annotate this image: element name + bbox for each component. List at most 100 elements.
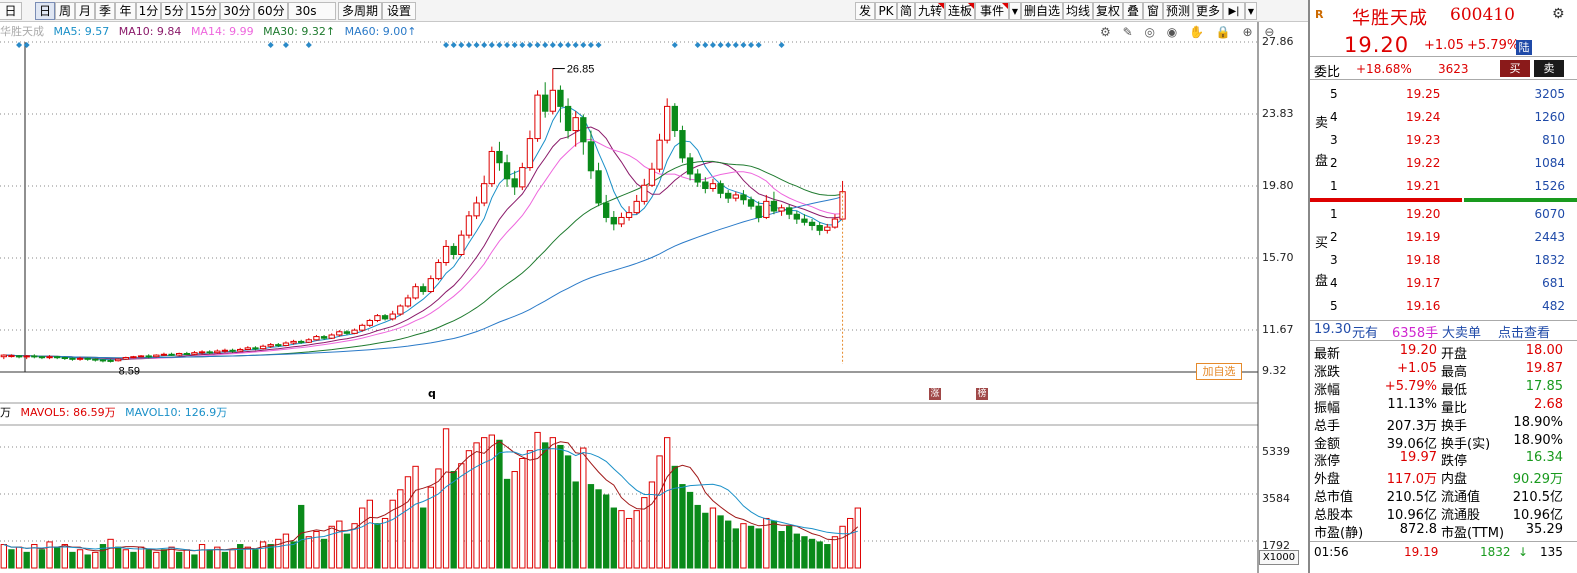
bid-row[interactable]: 3 19.18 1832 bbox=[1310, 249, 1577, 272]
volume-bar bbox=[557, 444, 564, 569]
bid-row[interactable]: 5 19.16 482 bbox=[1310, 295, 1577, 318]
limit-up-tag[interactable]: 涨 bbox=[929, 388, 941, 400]
toolbar-end-button[interactable]: ▶| bbox=[1223, 2, 1245, 20]
stat-label: 换手 bbox=[1441, 418, 1468, 434]
stat-label: 总手 bbox=[1314, 418, 1341, 434]
ask-volume: 1084 bbox=[1534, 156, 1565, 170]
toolbar-lianban-button[interactable]: 连板 bbox=[945, 2, 975, 20]
toolbar-ma-button[interactable]: 均线 bbox=[1063, 2, 1093, 20]
stat-value: 18.90% bbox=[1513, 432, 1563, 448]
stat-value: 17.85 bbox=[1525, 378, 1563, 394]
bid-level: 1 bbox=[1330, 207, 1338, 221]
toolbar-window-button[interactable]: 窗 bbox=[1143, 2, 1163, 20]
volume-bar bbox=[549, 437, 556, 569]
signal-diamond bbox=[267, 42, 274, 48]
bid-row[interactable]: 4 19.17 681 bbox=[1310, 272, 1577, 295]
period-15min-button[interactable]: 15分 bbox=[187, 2, 220, 20]
mavol10-label: MAVOL10: 126.9万 bbox=[125, 406, 228, 419]
chart-tools[interactable]: ⚙ ✎ ◎ ◉ ✋ 🔒 ⊕ ⊖ bbox=[1100, 25, 1279, 39]
signal-diamond bbox=[473, 42, 480, 48]
big-deal-price: 19.30 bbox=[1314, 322, 1352, 337]
volume-bar bbox=[137, 546, 145, 569]
ask-row[interactable]: 4 19.24 1260 bbox=[1310, 106, 1577, 129]
chevron-down-icon[interactable]: ▼ bbox=[1245, 2, 1257, 20]
sell-button[interactable]: 卖 bbox=[1534, 60, 1564, 77]
volume-bar bbox=[481, 437, 488, 569]
candle-body bbox=[168, 353, 175, 356]
signal-diamond bbox=[526, 42, 533, 48]
volume-bar bbox=[511, 471, 518, 569]
toolbar-jiuzhuan-button[interactable]: 九转 bbox=[915, 2, 945, 20]
bid-row[interactable]: 1 19.20 6070 bbox=[1310, 203, 1577, 226]
gear-icon[interactable]: ⚙ bbox=[1552, 6, 1565, 22]
toolbar-adjust-button[interactable]: 复权 bbox=[1093, 2, 1123, 20]
toolbar-more-button[interactable]: 更多 bbox=[1193, 2, 1223, 20]
candle-body bbox=[793, 213, 800, 220]
signal-diamond bbox=[534, 42, 541, 48]
big-deal-text: 大卖单 bbox=[1442, 326, 1482, 341]
candle-body bbox=[267, 344, 274, 347]
ask-row[interactable]: 1 19.21 1526 bbox=[1310, 175, 1577, 198]
period-week-button[interactable]: 周 bbox=[55, 2, 75, 20]
period-1min-button[interactable]: 1分 bbox=[136, 2, 161, 20]
candle-body bbox=[519, 167, 526, 188]
toolbar-del-fav-button[interactable]: 删自选 bbox=[1021, 2, 1063, 20]
period-month-button[interactable]: 月 bbox=[75, 2, 95, 20]
bid-volume: 2443 bbox=[1534, 230, 1565, 244]
multi-period-button[interactable]: 多周期 bbox=[338, 2, 382, 20]
candle-body bbox=[786, 207, 793, 215]
bid-row[interactable]: 2 19.19 2443 bbox=[1310, 226, 1577, 249]
volume-bar bbox=[176, 551, 183, 569]
period-30min-button[interactable]: 30分 bbox=[220, 2, 254, 20]
kline-chart[interactable]: 26.85 8.59 华胜天成 MA5: 9.57 MA10: 9.84 MA14… bbox=[0, 22, 1308, 573]
volume-scale-badge[interactable]: X1000 bbox=[1259, 550, 1299, 565]
ask-row[interactable]: 2 19.22 1084 bbox=[1310, 152, 1577, 175]
volume-bar bbox=[427, 486, 434, 569]
ask-level: 2 bbox=[1330, 156, 1338, 170]
rank-tag[interactable]: 榜 bbox=[976, 388, 988, 400]
stat-row: 金额 39.06亿 换手(实) 18.90% bbox=[1310, 432, 1577, 452]
period-5min-button[interactable]: 5分 bbox=[161, 2, 187, 20]
toolbar-pk-button[interactable]: PK bbox=[875, 2, 897, 20]
tick-time: 01:56 bbox=[1314, 545, 1349, 559]
candle-body bbox=[76, 357, 84, 360]
period-year-button[interactable]: 年 bbox=[115, 2, 136, 20]
toolbar-overlay-button[interactable]: 叠 bbox=[1123, 2, 1143, 20]
period-60min-button[interactable]: 60分 bbox=[254, 2, 288, 20]
bid-ask-divider-green bbox=[1464, 198, 1577, 202]
toolbar-event-button[interactable]: 事件 bbox=[975, 2, 1009, 20]
period-day-button[interactable]: 日 bbox=[35, 2, 55, 20]
toolbar-simple-button[interactable]: 简 bbox=[897, 2, 915, 20]
candle-body bbox=[389, 313, 396, 320]
high-label: 26.85 bbox=[567, 64, 595, 76]
volume-bar bbox=[229, 549, 236, 569]
candle-body bbox=[717, 183, 724, 194]
toolbar-menu-day[interactable]: 日 bbox=[0, 2, 22, 20]
volume-bar bbox=[778, 531, 785, 569]
stat-value: 90.29万 bbox=[1512, 472, 1563, 488]
volume-bar bbox=[107, 538, 114, 569]
ask-row[interactable]: 3 19.23 810 bbox=[1310, 129, 1577, 152]
period-30s-select[interactable]: 30s bbox=[288, 2, 336, 20]
period-quarter-button[interactable]: 季 bbox=[95, 2, 115, 20]
candle-body bbox=[198, 351, 206, 354]
candle-body bbox=[252, 347, 259, 350]
stat-value: +5.79% bbox=[1384, 378, 1437, 394]
ma14-line bbox=[3, 138, 843, 359]
volume-bar bbox=[702, 512, 709, 569]
price-change-pct: +5.79% bbox=[1467, 38, 1520, 53]
signal-diamond bbox=[725, 42, 732, 48]
view-detail-link[interactable]: 点击查看 bbox=[1498, 326, 1551, 341]
volume-bar bbox=[259, 541, 267, 569]
big-deal-row[interactable]: 19.30 元有 6358手 大卖单 点击查看 bbox=[1310, 320, 1577, 341]
volume-bar bbox=[564, 455, 572, 569]
settings-button[interactable]: 设置 bbox=[382, 2, 416, 20]
toolbar-fa-button[interactable]: 发 bbox=[855, 2, 875, 20]
buy-button[interactable]: 买 bbox=[1500, 60, 1530, 77]
add-favorite-tag[interactable]: 加自选 bbox=[1196, 363, 1242, 380]
toolbar-forecast-button[interactable]: 预测 bbox=[1163, 2, 1193, 20]
stat-row: 振幅 11.13% 量比 2.68 bbox=[1310, 397, 1577, 416]
ask-row[interactable]: 5 19.25 3205 bbox=[1310, 83, 1577, 106]
chevron-down-icon[interactable]: ▼ bbox=[1009, 2, 1021, 20]
volume-bar bbox=[580, 447, 587, 569]
